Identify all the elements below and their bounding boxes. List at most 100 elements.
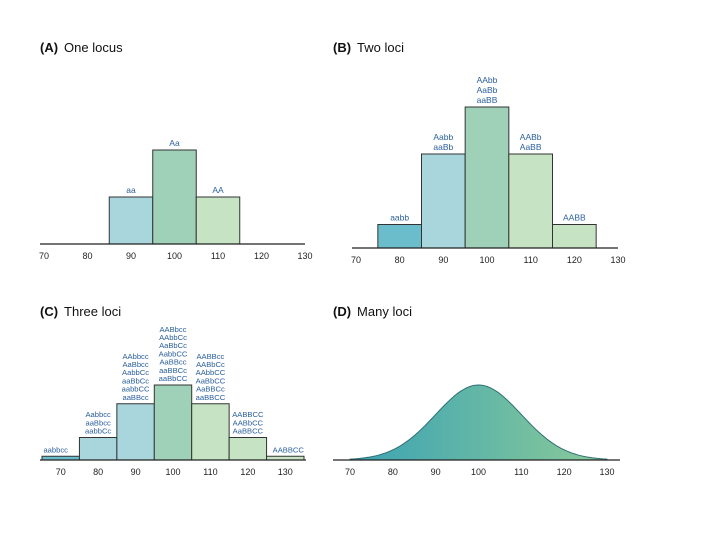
panel-c-genotype-label: aabbCC [122, 385, 150, 394]
panel-c-genotype-label: AaBBcc [159, 358, 186, 367]
panel-b-genotype-label: AAbb [477, 75, 498, 85]
panel-c-bar [228, 437, 268, 461]
panel-c-genotype-label: AABBCC [232, 410, 264, 419]
panel-d-tick-label: 130 [599, 467, 614, 477]
panel-d-tick-label: 90 [431, 467, 441, 477]
panel-c-genotype-label: AABbCC [233, 418, 264, 427]
panel-a-tick-label: 80 [82, 251, 92, 261]
panel-b-bar [421, 153, 466, 249]
panel-a-tick-label: 100 [167, 251, 182, 261]
panel-c-genotype-label: aaBbCc [122, 376, 149, 385]
panel-b-genotype-label: AaBb [477, 85, 498, 95]
panel-a-genotype-label: aa [126, 185, 136, 195]
panel-b-tick-label: 70 [351, 255, 361, 265]
panel-c-genotype-label: AAbbcc [122, 352, 148, 361]
panel-b-bars [377, 106, 597, 249]
panel-c-genotype-label: AAbbCc [159, 333, 187, 342]
panel-c-genotype-label: AabbCC [159, 349, 188, 358]
panel-d-normal-curve [349, 384, 608, 461]
panel-c-genotype-label: AaBbCc [159, 341, 187, 350]
panel-a-tick-label: 120 [254, 251, 269, 261]
panel-a-title: (A) One locus [40, 40, 123, 55]
panel-c-title: (C) Three loci [40, 304, 121, 319]
panel-c-tick-label: 70 [56, 467, 66, 477]
panel-a-tick-labels: 70 80 90 100 110 120 130 [39, 251, 313, 261]
panel-b-genotype-label: aabb [390, 213, 409, 223]
panel-a-tick-label: 70 [39, 251, 49, 261]
panel-b-genotype-label: aaBB [477, 95, 498, 105]
panel-c-genotype-label: aaBBcc [122, 393, 148, 402]
panel-a-tick-label: 90 [126, 251, 136, 261]
panel-a-genotype-label: Aa [169, 138, 180, 148]
panel-c-genotype-label: aaBbcc [85, 418, 111, 427]
panel-a-tick-label: 110 [211, 251, 225, 261]
panel-a-bar [152, 149, 197, 245]
panel-b-tick-label: 80 [395, 255, 405, 265]
panel-c-genotype-label: aaBBCc [159, 366, 187, 375]
panel-b-genotype-label: Aabb [433, 132, 453, 142]
panel-d-tick-label: 120 [557, 467, 572, 477]
panel-b-tick-label: 120 [567, 255, 582, 265]
panel-d-tick-labels: 70 80 90 100 110 120 130 [345, 467, 615, 477]
panel-b-bar [464, 106, 510, 249]
panel-c-genotype-label: AaBBCc [196, 385, 225, 394]
panel-c-tick-label: 100 [165, 467, 180, 477]
panel-a: (A) One locus aa Aa AA 70 80 90 100 110 120 130 [39, 40, 313, 261]
panel-b-tick-label: 130 [610, 255, 625, 265]
panel-c-tick-labels: 70 80 90 100 110 120 130 [56, 467, 293, 477]
panel-c-genotype-label: AAbbCC [196, 368, 226, 377]
panel-c-genotype-label: Aabbcc [85, 410, 111, 419]
panel-c-genotype-label: AabbCc [122, 368, 149, 377]
panel-b-genotype-label: aaBb [433, 142, 453, 152]
panel-b-tick-label: 100 [479, 255, 494, 265]
panel-c-bars [41, 384, 305, 461]
panel-b-bar [552, 224, 597, 249]
panel-d-tick-label: 110 [514, 467, 528, 477]
panel-a-tick-label: 130 [297, 251, 312, 261]
panel-c-tick-label: 130 [278, 467, 293, 477]
panel-b-genotype-label: AABb [520, 132, 542, 142]
panel-b-bar [508, 153, 554, 249]
panel-d-tick-label: 80 [388, 467, 398, 477]
panel-c-genotype-label: AABbcc [159, 325, 186, 334]
panel-a-genotype-label: AA [212, 185, 224, 195]
panel-a-bar [108, 196, 154, 245]
panel-c-tick-label: 110 [203, 467, 217, 477]
panel-b-title: (B) Two loci [333, 40, 404, 55]
panel-c-genotype-label: AABBCC [273, 445, 305, 454]
panel-a-bars [108, 149, 241, 245]
panel-b-bar [377, 224, 423, 249]
panel-b-tick-label: 90 [438, 255, 448, 265]
panel-d-tick-label: 100 [471, 467, 486, 477]
panel-d-tick-label: 70 [345, 467, 355, 477]
panel-c-genotype-label: AABBcc [196, 352, 224, 361]
panel-a-bar [195, 196, 241, 245]
panel-b-tick-labels: 70 80 90 100 110 120 130 [351, 255, 626, 265]
panel-c-genotype-label: aaBBCC [196, 393, 226, 402]
panel-c-genotype-labels: aabbccAabbccaaBbccaabbCcAAbbccAaBbccAabb… [43, 325, 304, 454]
panel-c-genotype-label: AABbCc [196, 360, 225, 369]
panel-c-tick-label: 80 [93, 467, 103, 477]
panel-c-genotype-label: aabbCc [85, 427, 111, 436]
panel-a-genotype-labels: aa Aa AA [126, 138, 224, 195]
panel-c-bar [191, 403, 230, 461]
panel-b-genotype-label: AABB [563, 213, 586, 223]
panel-d: (D) Many loci 70 80 90 100 110 120 130 [333, 304, 620, 477]
panel-c-tick-label: 120 [240, 467, 255, 477]
panel-d-title: (D) Many loci [333, 304, 412, 319]
panel-c-bar [78, 437, 118, 461]
panel-b-tick-label: 110 [523, 255, 537, 265]
panel-c-bar [116, 403, 155, 461]
panel-b-genotype-label: AaBB [520, 142, 542, 152]
panel-c-tick-label: 90 [131, 467, 141, 477]
panel-c-genotype-label: AaBBCC [233, 427, 264, 436]
panel-c-genotype-label: AaBbcc [122, 360, 148, 369]
panel-c-genotype-label: aabbcc [43, 445, 68, 454]
panel-c-bar [153, 384, 193, 461]
panel-c-genotype-label: AaBbCC [196, 376, 226, 385]
panel-c-genotype-label: aaBbCC [159, 374, 188, 383]
